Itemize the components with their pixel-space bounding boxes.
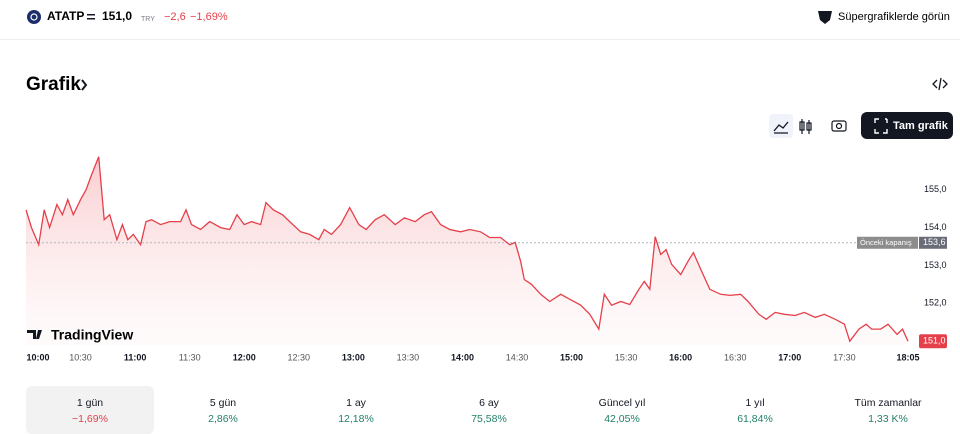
price: 151,0 — [102, 9, 132, 23]
section-title[interactable]: Grafik — [26, 74, 81, 95]
period-change[interactable]: 75,58% — [471, 413, 507, 425]
period-label[interactable]: Güncel yıl — [599, 397, 646, 409]
full-chart-label: Tam grafik — [893, 120, 949, 132]
brand: TradingView — [51, 327, 133, 343]
previous-close-tag — [857, 236, 918, 249]
x-tick-label: 10:00 — [26, 352, 49, 362]
super-link[interactable]: Süpergrafiklerde görün — [838, 11, 950, 23]
previous-close-name: Önceki kapanış — [860, 238, 912, 247]
price-box — [919, 334, 947, 349]
brand-logo — [27, 330, 42, 339]
previous-close-box — [919, 236, 947, 249]
candle-button[interactable] — [799, 119, 812, 134]
change: −2,6 — [164, 11, 186, 23]
area — [26, 156, 908, 345]
period-change[interactable]: 1,33 K% — [868, 413, 908, 425]
camera-button[interactable] — [831, 120, 847, 132]
x-tick-label: 17:30 — [833, 352, 856, 362]
period-label[interactable]: 1 gün — [77, 397, 103, 409]
eq-icon — [87, 14, 95, 16]
area-icon — [773, 121, 789, 134]
plot: 155,0 154,0 153,0 152,0 10:00 10:30 11:00 11:30… — [25, 156, 947, 362]
period-selected — [26, 386, 154, 434]
full-icon — [874, 118, 888, 134]
x-tick-label: 14:30 — [506, 352, 529, 362]
price-label: 151,0 — [923, 336, 946, 346]
x-tick-label: 13:00 — [342, 352, 365, 362]
symbol-logo — [27, 10, 41, 24]
change-pct: −1,69% — [190, 11, 228, 23]
x-tick-label: 12:00 — [233, 352, 256, 362]
x-tick-label: 16:00 — [669, 352, 692, 362]
y-tick-label: 155,0 — [924, 184, 947, 194]
eq-icon — [87, 18, 95, 20]
super-icon — [818, 11, 832, 24]
full-chart-button[interactable] — [861, 112, 953, 139]
y-tick-label: 152,0 — [924, 298, 947, 308]
x-tick-label: 15:00 — [560, 352, 583, 362]
y-tick-label: 154,0 — [924, 222, 947, 232]
period-label[interactable]: 5 gün — [210, 397, 236, 409]
period-change[interactable]: −1,69% — [72, 413, 108, 425]
x-tick-label: 11:00 — [124, 352, 147, 362]
x-tick-label: 15:30 — [615, 352, 638, 362]
period-label[interactable]: 6 ay — [479, 397, 500, 409]
x-tick-label: 16:30 — [724, 352, 747, 362]
embed-icon[interactable] — [932, 77, 948, 91]
symbol-logo-inner — [30, 13, 38, 21]
period-change[interactable]: 2,86% — [208, 413, 238, 425]
chevron — [81, 79, 88, 91]
symbol: ATATP — [47, 9, 84, 23]
x-tick-label: 18:05 — [896, 352, 919, 362]
period-label[interactable]: Tüm zamanlar — [854, 397, 922, 409]
period-label[interactable]: 1 yıl — [745, 397, 764, 409]
x-tick-label: 10:30 — [69, 352, 92, 362]
period-change[interactable]: 12,18% — [338, 413, 374, 425]
currency: TRY — [141, 16, 155, 23]
period-change[interactable]: 42,05% — [604, 413, 640, 425]
x-tick-label: 13:30 — [397, 352, 420, 362]
camera-lens — [835, 122, 843, 130]
period-change[interactable]: 61,84% — [737, 413, 773, 425]
x-tick-label: 11:30 — [179, 352, 201, 362]
period-label[interactable]: 1 ay — [346, 397, 367, 409]
line — [25, 156, 909, 343]
x-tick-label: 17:00 — [778, 352, 801, 362]
y-tick-label: 153,0 — [924, 260, 947, 270]
x-tick-label: 14:00 — [451, 352, 474, 362]
previous-close-label: 153,6 — [923, 237, 946, 247]
x-tick-label: 12:30 — [288, 352, 311, 362]
